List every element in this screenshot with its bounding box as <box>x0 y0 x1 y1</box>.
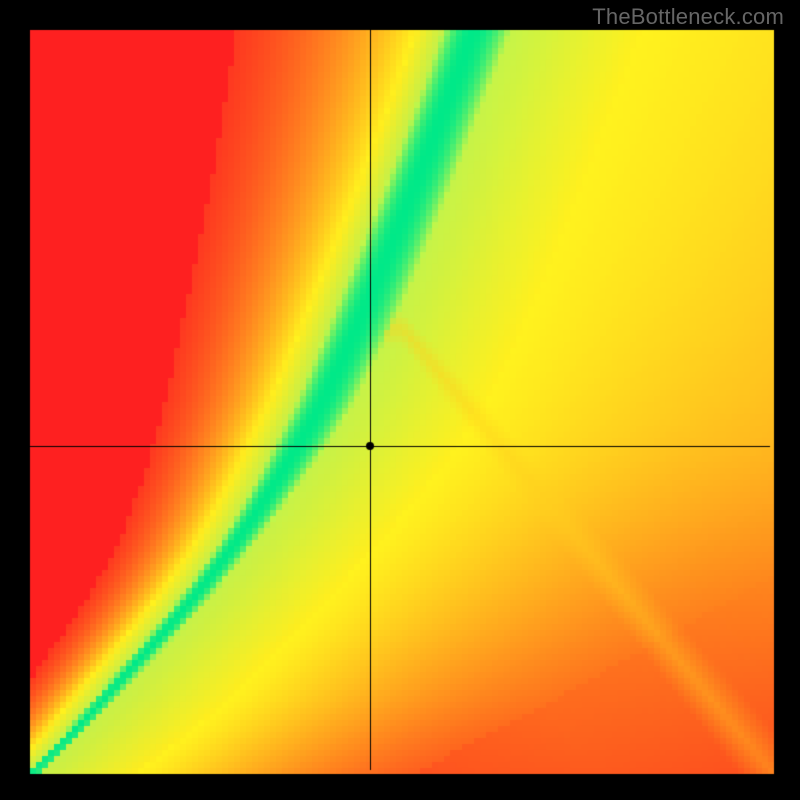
bottleneck-heatmap <box>0 0 800 800</box>
watermark-text: TheBottleneck.com <box>592 4 784 30</box>
